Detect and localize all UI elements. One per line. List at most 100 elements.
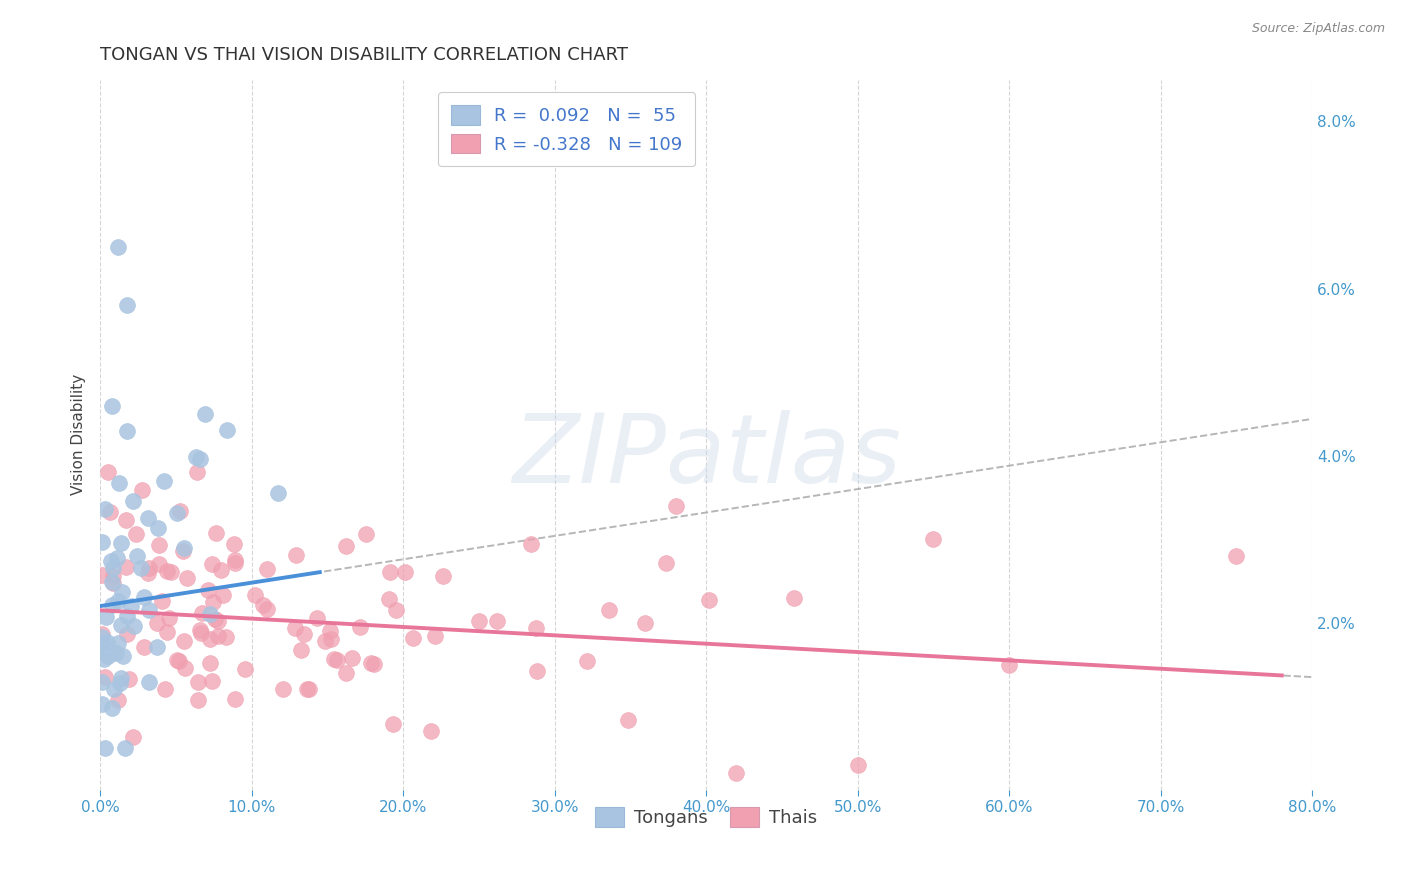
Point [468, 614, 491, 628]
Point [114, 741, 136, 756]
Point [202, 595, 225, 609]
Point [322, 652, 344, 666]
Point [134, 591, 156, 605]
Point [211, 588, 233, 602]
Point [101, 700, 124, 714]
Point [616, 713, 638, 727]
Point [131, 483, 153, 497]
Point [378, 565, 401, 579]
Point [252, 599, 274, 613]
Point [94, 741, 117, 756]
Point [96, 635, 118, 649]
Point [97, 649, 120, 664]
Point [138, 561, 160, 575]
Point [665, 499, 688, 513]
Point [188, 451, 211, 466]
Point [94, 502, 117, 516]
Point [107, 475, 129, 490]
Point [110, 536, 132, 550]
Point [173, 541, 195, 555]
Point [104, 646, 127, 660]
Point [107, 240, 129, 254]
Point [107, 594, 129, 608]
Point [233, 662, 256, 676]
Point [349, 620, 371, 634]
Point [90, 535, 112, 549]
Point [209, 563, 232, 577]
Point [526, 664, 548, 678]
Point [103, 681, 125, 696]
Point [94, 609, 117, 624]
Point [166, 506, 188, 520]
Legend: Tongans, Thais: Tongans, Thais [588, 800, 825, 834]
Text: TONGAN VS THAI VISION DISABILITY CORRELATION CHART: TONGAN VS THAI VISION DISABILITY CORRELA… [100, 46, 628, 64]
Point [132, 640, 155, 654]
Point [290, 643, 312, 657]
Point [201, 674, 224, 689]
Point [655, 556, 678, 570]
Point [172, 544, 194, 558]
Point [922, 533, 945, 547]
Point [98, 505, 121, 519]
Point [148, 557, 170, 571]
Point [335, 539, 357, 553]
Point [243, 588, 266, 602]
Point [114, 560, 136, 574]
Point [169, 504, 191, 518]
Point [90, 630, 112, 644]
Point [105, 550, 128, 565]
Point [295, 681, 318, 696]
Point [148, 538, 170, 552]
Point [402, 632, 425, 646]
Point [107, 693, 129, 707]
Point [256, 601, 278, 615]
Point [201, 557, 224, 571]
Point [115, 609, 138, 624]
Point [699, 593, 721, 607]
Point [111, 649, 134, 664]
Point [725, 766, 748, 780]
Point [122, 731, 145, 745]
Point [204, 612, 226, 626]
Point [224, 537, 246, 551]
Point [382, 716, 405, 731]
Point [256, 562, 278, 576]
Point [117, 298, 139, 312]
Point [998, 657, 1021, 672]
Point [100, 575, 122, 590]
Point [176, 570, 198, 584]
Point [520, 537, 543, 551]
Point [314, 634, 336, 648]
Point [101, 575, 124, 590]
Point [115, 627, 138, 641]
Point [190, 606, 212, 620]
Point [150, 594, 173, 608]
Point [103, 560, 125, 574]
Point [319, 624, 342, 638]
Point [101, 399, 124, 413]
Point [90, 636, 112, 650]
Point [100, 554, 122, 568]
Point [101, 598, 124, 612]
Point [224, 553, 246, 567]
Point [419, 723, 441, 738]
Point [224, 556, 246, 570]
Point [363, 657, 385, 672]
Point [319, 632, 342, 646]
Point [634, 616, 657, 631]
Point [138, 603, 160, 617]
Point [215, 630, 238, 644]
Point [846, 757, 869, 772]
Point [354, 527, 377, 541]
Text: ZIPatlas: ZIPatlas [512, 409, 901, 502]
Point [145, 640, 167, 655]
Point [120, 599, 142, 614]
Point [198, 607, 221, 622]
Point [378, 591, 401, 606]
Point [186, 466, 208, 480]
Point [138, 510, 160, 524]
Point [173, 661, 195, 675]
Point [153, 682, 176, 697]
Point [423, 629, 446, 643]
Point [305, 611, 328, 625]
